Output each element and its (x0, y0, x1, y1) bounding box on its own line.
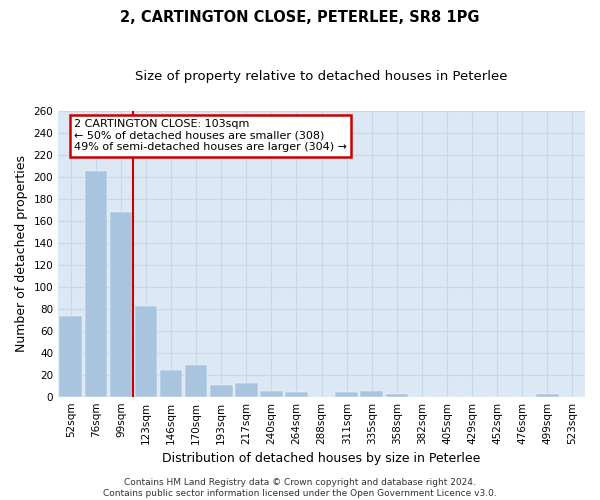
Bar (85, 171, 107, 396)
Bar (185, 365, 208, 396)
Bar (335, 392, 358, 396)
Bar (285, 392, 308, 396)
X-axis label: Distribution of detached houses by size in Peterlee: Distribution of detached houses by size … (163, 452, 481, 465)
Y-axis label: Number of detached properties: Number of detached properties (15, 155, 28, 352)
Text: 2, CARTINGTON CLOSE, PETERLEE, SR8 1PG: 2, CARTINGTON CLOSE, PETERLEE, SR8 1PG (120, 10, 480, 25)
Bar (386, 394, 408, 396)
Bar (134, 306, 157, 396)
Text: Contains HM Land Registry data © Crown copyright and database right 2024.
Contai: Contains HM Land Registry data © Crown c… (103, 478, 497, 498)
Bar (210, 384, 233, 396)
Title: Size of property relative to detached houses in Peterlee: Size of property relative to detached ho… (136, 70, 508, 83)
Bar (110, 212, 132, 396)
Bar (160, 370, 182, 396)
Bar (59, 316, 82, 396)
Bar (235, 384, 257, 396)
Bar (260, 391, 283, 396)
Bar (536, 394, 559, 396)
Bar (361, 391, 383, 396)
Text: 2 CARTINGTON CLOSE: 103sqm
← 50% of detached houses are smaller (308)
49% of sem: 2 CARTINGTON CLOSE: 103sqm ← 50% of deta… (74, 119, 347, 152)
